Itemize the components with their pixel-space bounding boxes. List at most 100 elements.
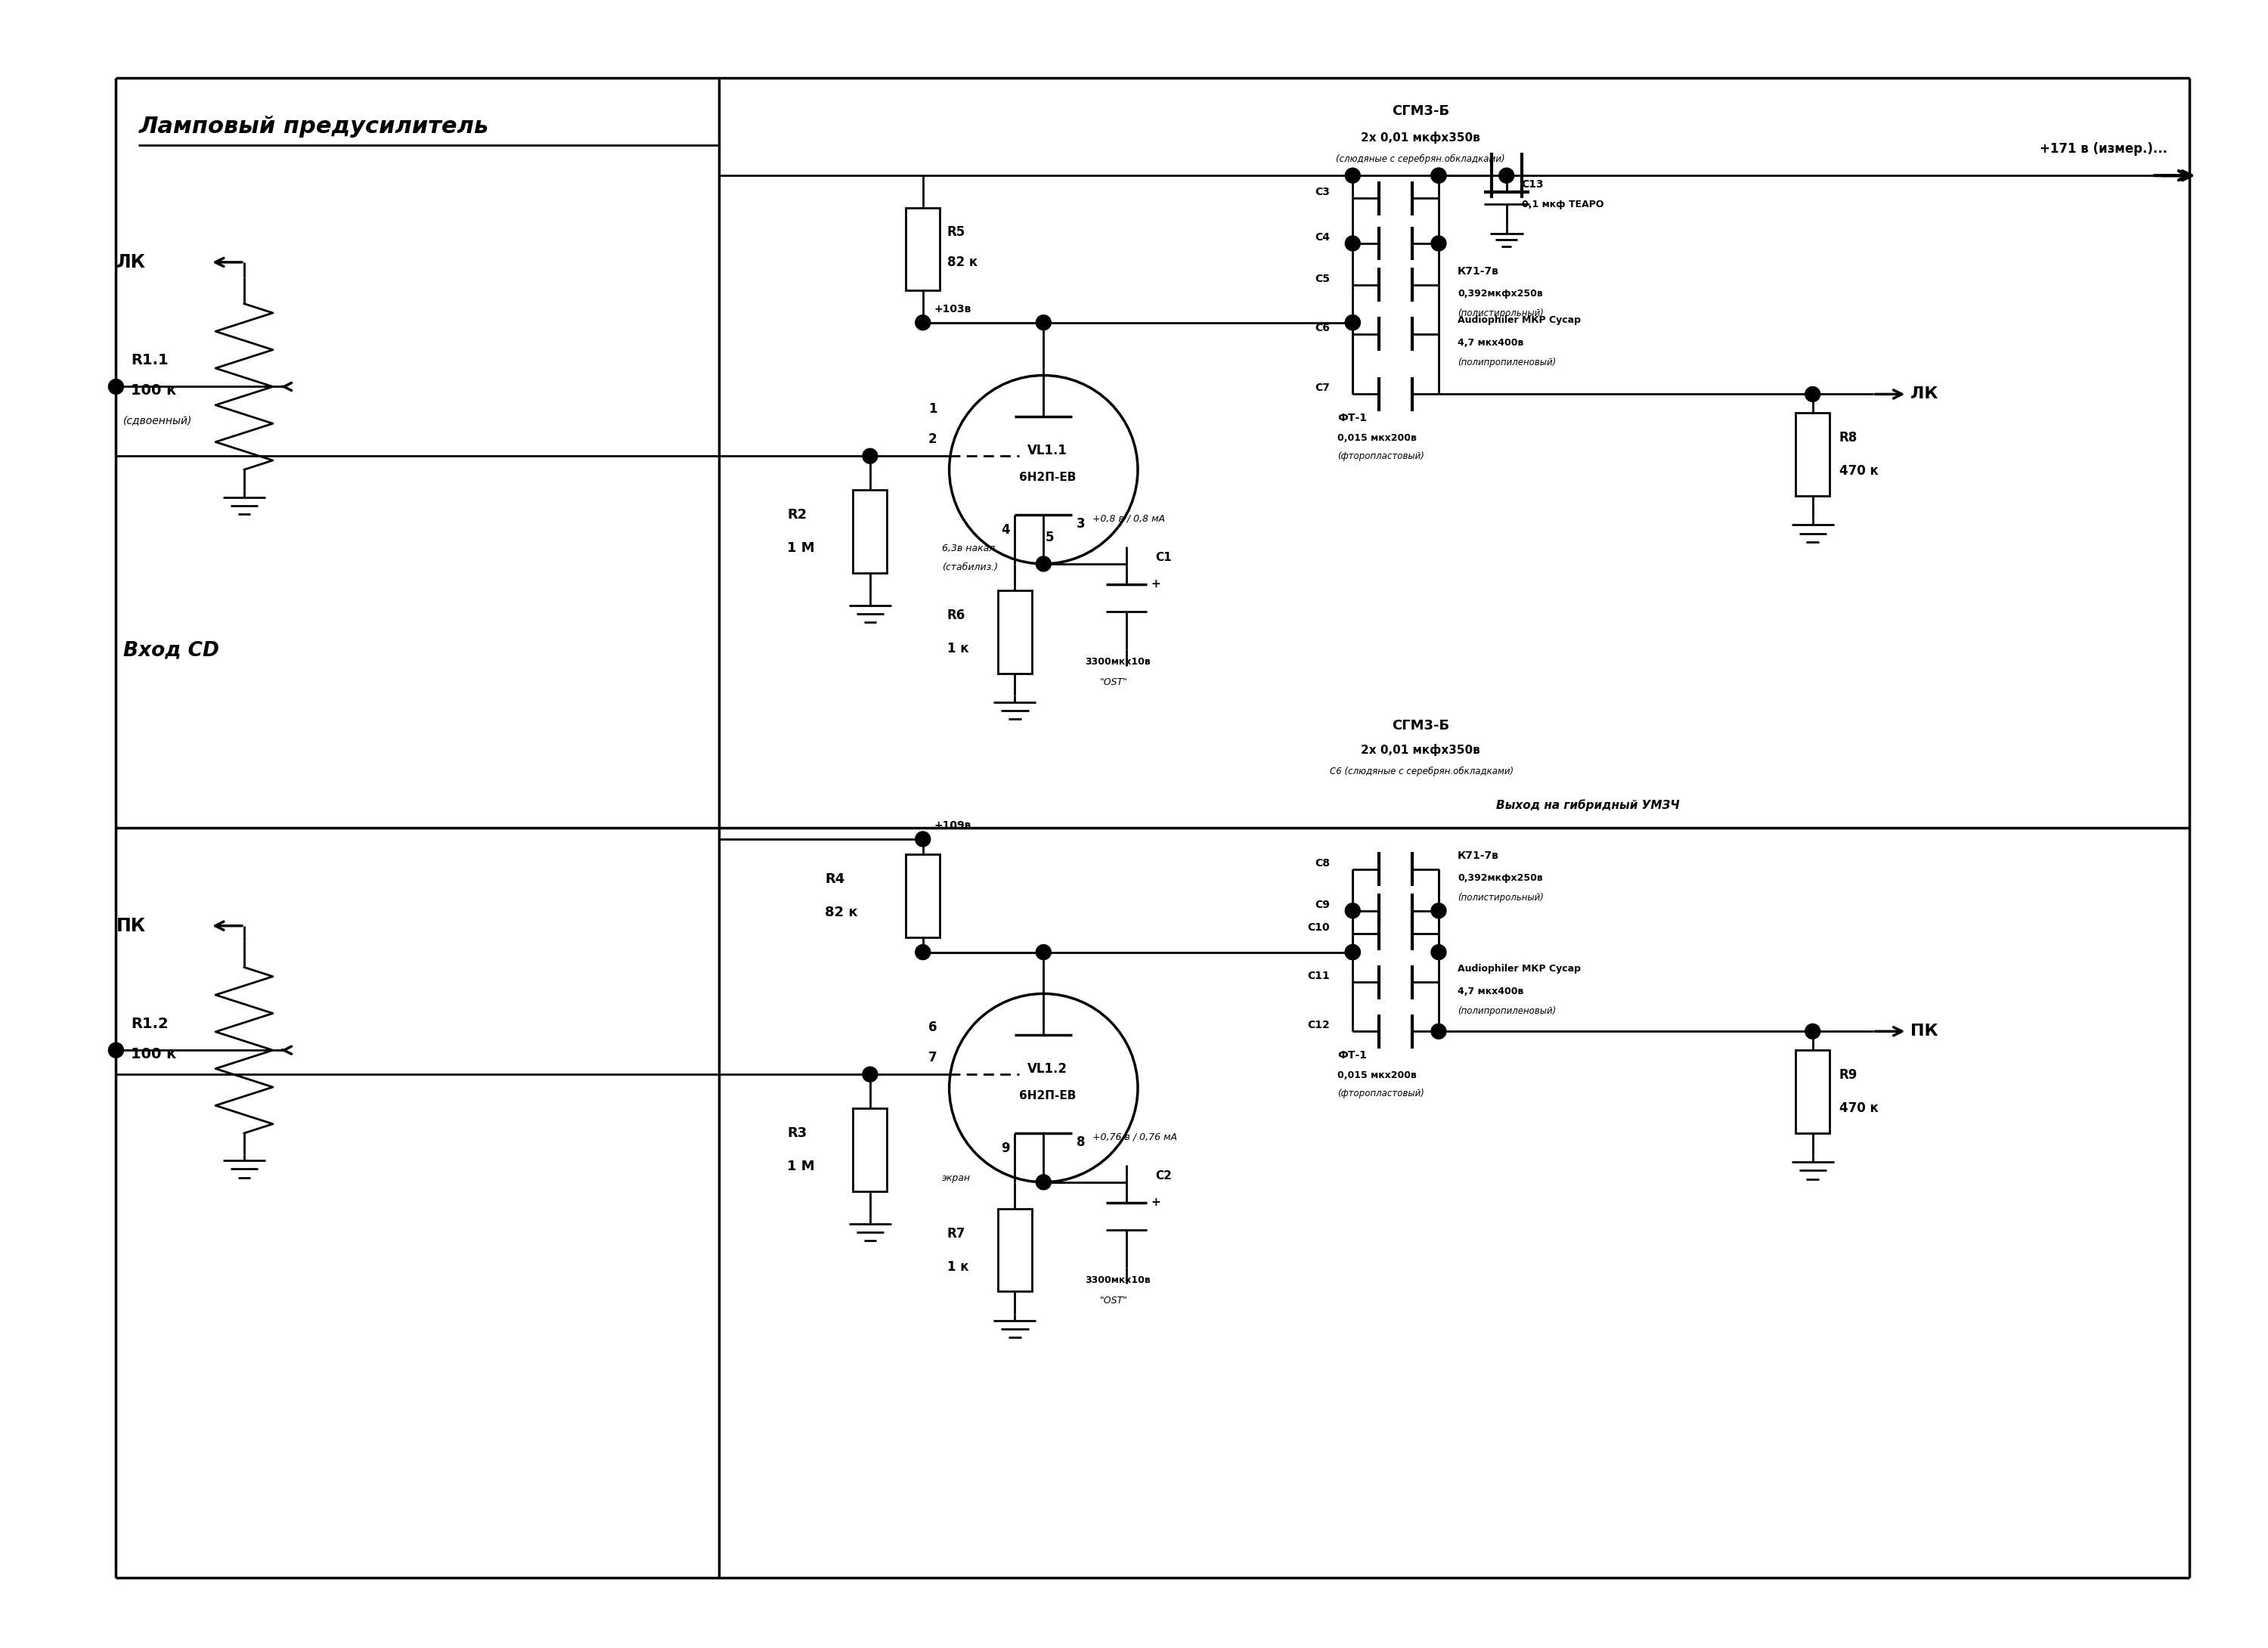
Text: 4: 4 <box>1002 522 1009 537</box>
Text: 0,392мкфх250в: 0,392мкфх250в <box>1458 288 1542 298</box>
Circle shape <box>862 448 878 463</box>
Text: C7: C7 <box>1315 382 1329 394</box>
Text: C11: C11 <box>1309 971 1329 982</box>
Circle shape <box>1805 1023 1821 1038</box>
Text: 82 к: 82 к <box>826 905 857 920</box>
Text: ФТ-1: ФТ-1 <box>1338 414 1368 424</box>
Text: (полистирольный): (полистирольный) <box>1458 308 1545 318</box>
Text: К71-7в: К71-7в <box>1458 265 1499 277</box>
Text: 1: 1 <box>928 402 937 415</box>
Text: экран: экран <box>941 1173 971 1183</box>
Circle shape <box>916 832 930 847</box>
Text: 5: 5 <box>1046 531 1055 544</box>
Text: R7: R7 <box>948 1226 966 1241</box>
Text: C13: C13 <box>1522 180 1545 190</box>
Circle shape <box>1036 944 1050 959</box>
Text: 2х 0,01 мкфх350в: 2х 0,01 мкфх350в <box>1361 132 1481 143</box>
Text: VL1.2: VL1.2 <box>1027 1063 1068 1076</box>
Circle shape <box>1036 557 1050 572</box>
Text: ЛК: ЛК <box>1910 387 1939 402</box>
Text: R6: R6 <box>948 608 966 621</box>
Text: R2: R2 <box>787 508 807 522</box>
Text: 0,015 мкх200в: 0,015 мкх200в <box>1338 433 1418 443</box>
Text: (фторопластовый): (фторопластовый) <box>1338 1088 1424 1098</box>
Circle shape <box>916 944 930 959</box>
Text: C3: C3 <box>1315 186 1329 198</box>
Text: R3: R3 <box>787 1126 807 1140</box>
Text: C9: C9 <box>1315 900 1329 910</box>
Text: 100 к: 100 к <box>132 1046 177 1061</box>
Text: Выход на гибридный УМЗЧ: Выход на гибридный УМЗЧ <box>1497 799 1681 811</box>
Text: 0,1 мкф ТЕАРO: 0,1 мкф ТЕАРO <box>1522 199 1603 209</box>
Text: ФТ-1: ФТ-1 <box>1338 1050 1368 1061</box>
Text: 2х 0,01 мкфх350в: 2х 0,01 мкфх350в <box>1361 743 1481 756</box>
Text: 6: 6 <box>928 1020 937 1035</box>
Text: 6Н2П-ЕВ: 6Н2П-ЕВ <box>1018 471 1075 483</box>
Circle shape <box>1431 903 1447 918</box>
Circle shape <box>1345 315 1361 330</box>
Circle shape <box>916 315 930 330</box>
Circle shape <box>1345 944 1361 959</box>
Text: R1.2: R1.2 <box>132 1017 168 1032</box>
Bar <box>998 1208 1032 1292</box>
Text: 6,3в накал: 6,3в накал <box>941 544 996 554</box>
Text: 6Н2П-ЕВ: 6Н2П-ЕВ <box>1018 1089 1075 1101</box>
Text: +: + <box>1150 1196 1161 1208</box>
Text: К71-7в: К71-7в <box>1458 850 1499 860</box>
Text: (полистирольный): (полистирольный) <box>1458 893 1545 903</box>
Text: Вход CD: Вход CD <box>122 641 220 661</box>
Circle shape <box>1431 944 1447 959</box>
Text: 0,392мкфх250в: 0,392мкфх250в <box>1458 873 1542 883</box>
Circle shape <box>950 376 1139 564</box>
Text: ЛК: ЛК <box>116 254 145 272</box>
Text: 1 к: 1 к <box>948 1259 968 1274</box>
Text: +103в: +103в <box>934 303 971 315</box>
Text: 7: 7 <box>928 1051 937 1065</box>
Text: C4: C4 <box>1315 232 1329 242</box>
Text: "OST": "OST" <box>1100 1295 1127 1305</box>
Text: 100 к: 100 к <box>132 384 177 397</box>
Text: +0,76 в / 0,76 мА: +0,76 в / 0,76 мА <box>1093 1132 1177 1142</box>
Bar <box>1796 1050 1830 1134</box>
Text: C10: C10 <box>1309 921 1329 933</box>
Circle shape <box>1805 387 1821 402</box>
Text: R5: R5 <box>948 226 966 239</box>
Text: 2: 2 <box>928 433 937 447</box>
Circle shape <box>1499 168 1515 183</box>
Text: 0,015 мкх200в: 0,015 мкх200в <box>1338 1070 1418 1079</box>
Text: +0,8 в / 0,8 мА: +0,8 в / 0,8 мА <box>1093 514 1166 524</box>
Text: (сдвоенный): (сдвоенный) <box>122 415 193 425</box>
Text: 82 к: 82 к <box>948 255 978 269</box>
Bar <box>905 854 939 938</box>
Bar <box>853 1107 887 1192</box>
Circle shape <box>1345 168 1361 183</box>
Circle shape <box>1345 903 1361 918</box>
Text: 1 М: 1 М <box>787 541 814 555</box>
Text: C1: C1 <box>1154 552 1173 564</box>
Text: 3300мкх10в: 3300мкх10в <box>1084 1276 1150 1285</box>
Circle shape <box>109 379 122 394</box>
Text: +171 в (измер.)...: +171 в (измер.)... <box>2039 142 2168 157</box>
Text: ПК: ПК <box>116 916 145 934</box>
Circle shape <box>950 994 1139 1182</box>
Text: VL1.1: VL1.1 <box>1027 443 1068 458</box>
Text: 470 к: 470 к <box>1839 1101 1878 1116</box>
Text: (стабилиз.): (стабилиз.) <box>941 562 998 572</box>
Text: (полипропиленовый): (полипропиленовый) <box>1458 1005 1556 1015</box>
Text: Audiophiler МКР Сусар: Audiophiler МКР Сусар <box>1458 964 1581 974</box>
Circle shape <box>109 1043 122 1058</box>
Text: C2: C2 <box>1154 1170 1173 1182</box>
Text: 3300мкх10в: 3300мкх10в <box>1084 658 1150 667</box>
Bar <box>905 208 939 290</box>
Text: (слюдяные с серебрян.обкладками): (слюдяные с серебрян.обкладками) <box>1336 153 1506 163</box>
Text: СГМ3-Б: СГМ3-Б <box>1393 719 1449 733</box>
Bar <box>1796 414 1830 496</box>
Bar <box>853 489 887 574</box>
Text: 4,7 мкх400в: 4,7 мкх400в <box>1458 338 1524 348</box>
Text: ПК: ПК <box>1910 1023 1939 1038</box>
Text: 3: 3 <box>1077 517 1086 531</box>
Bar <box>998 590 1032 672</box>
Text: (полипропиленовый): (полипропиленовый) <box>1458 358 1556 368</box>
Text: C6 (слюдяные с серебрян.обкладками): C6 (слюдяные с серебрян.обкладками) <box>1329 766 1513 776</box>
Text: R8: R8 <box>1839 432 1857 445</box>
